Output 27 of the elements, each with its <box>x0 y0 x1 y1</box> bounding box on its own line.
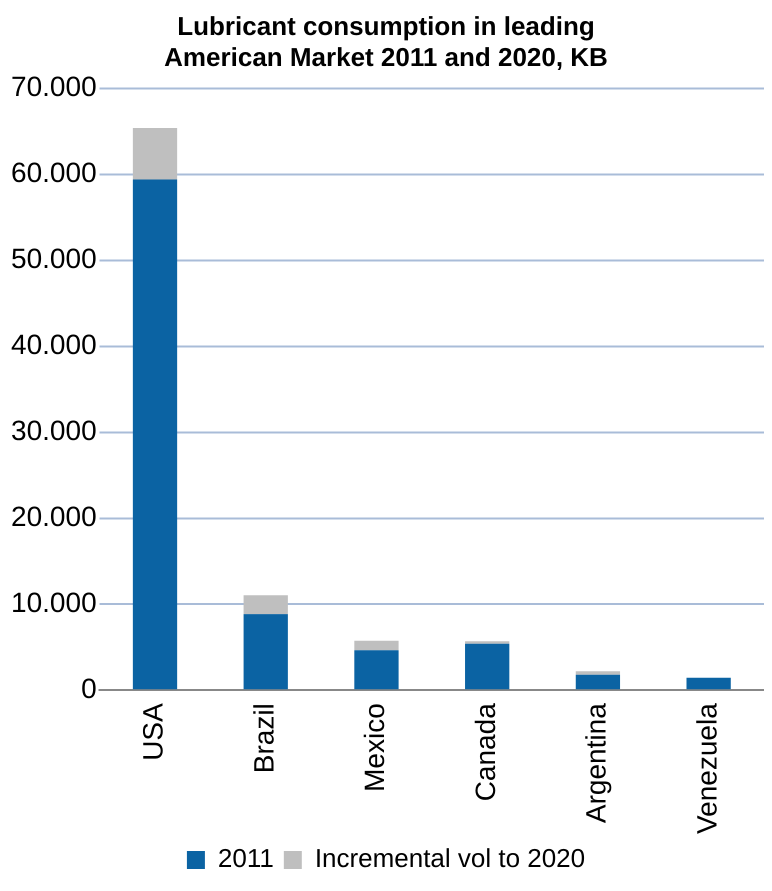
legend-label: Incremental vol to 2020 <box>314 843 586 874</box>
y-tick-label: 0 <box>81 672 97 704</box>
x-tick-label: Canada <box>470 702 501 802</box>
bar <box>244 595 288 614</box>
x-tick-label: Venezuela <box>691 702 722 834</box>
bar <box>465 644 510 690</box>
y-tick-label: 70.000 <box>11 71 97 102</box>
bar <box>465 641 510 644</box>
y-tick-label: 20.000 <box>11 500 97 532</box>
chart-title: Lubricant consumption in leading American Market 2011 and 2020, KB <box>164 10 608 72</box>
y-tick-label: 60.000 <box>11 157 97 188</box>
bar <box>132 128 178 180</box>
bar <box>354 640 399 650</box>
bar <box>576 674 620 690</box>
y-tick-label: 50.000 <box>11 243 97 274</box>
y-tick-label: 10.000 <box>11 586 97 618</box>
bar <box>244 614 288 690</box>
bar <box>132 180 178 690</box>
x-tick-label: Mexico <box>359 703 390 792</box>
x-tick-label: USA <box>138 702 169 761</box>
bar <box>686 678 731 690</box>
y-tick-label: 30.000 <box>11 415 97 446</box>
y-tick-label: 40.000 <box>11 329 97 360</box>
x-tick-label: Argentina <box>580 702 612 824</box>
legend-label: 2011 <box>218 843 274 874</box>
bar <box>354 650 399 690</box>
x-tick-label: Brazil <box>248 703 280 774</box>
